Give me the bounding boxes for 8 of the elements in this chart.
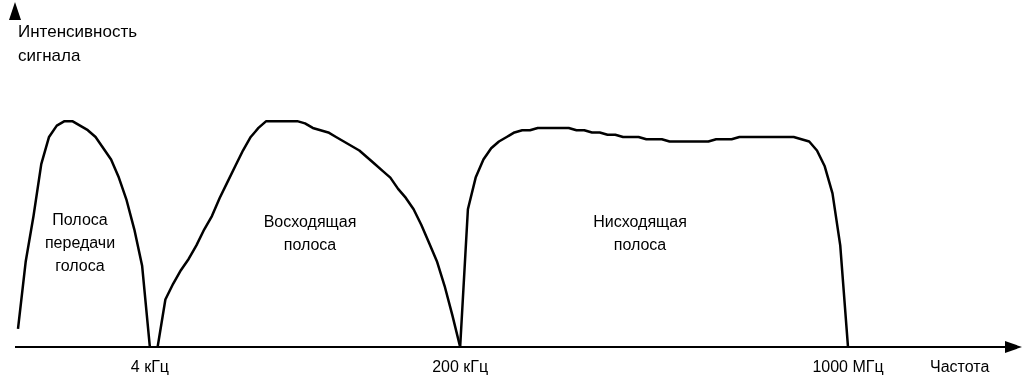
x-tick-label: 200 кГц: [432, 358, 489, 376]
annotation: Восходящая полоса: [263, 212, 357, 255]
x-tick-label: 1000 МГц: [812, 358, 884, 376]
annotation: Нисходящая полоса: [593, 212, 687, 255]
y-axis-title: Интенсивность сигнала: [18, 21, 138, 67]
x-axis-title: Частота: [930, 358, 990, 376]
x-tick-label: 4 кГц: [130, 358, 169, 376]
annotation: Полоса передачи голоса: [44, 210, 116, 276]
